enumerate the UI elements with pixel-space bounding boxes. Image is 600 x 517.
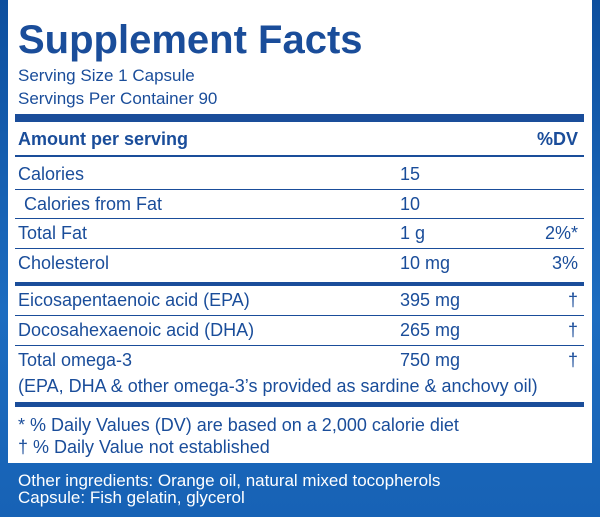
- thick-rule: [15, 282, 584, 286]
- rule: [15, 218, 584, 219]
- daily-value: 3%: [551, 253, 578, 273]
- nutrient-name: Total omega-3: [18, 350, 133, 370]
- serving-size: Serving Size 1 Capsule: [18, 66, 195, 85]
- rule: [15, 248, 584, 249]
- source-note: (EPA, DHA & other omega-3’s provided as …: [18, 376, 538, 396]
- rule: [15, 345, 584, 346]
- rule: [15, 155, 584, 157]
- amount: 395 mg: [400, 290, 461, 310]
- dv-header: %DV: [536, 129, 578, 149]
- daily-value: †: [567, 290, 578, 310]
- nutrient-name: Cholesterol: [18, 253, 110, 273]
- amount: 15: [400, 164, 421, 184]
- amount: 10: [400, 194, 421, 214]
- footnote: * % Daily Values (DV) are based on a 2,0…: [18, 415, 459, 435]
- capsule-ingredients: Capsule: Fish gelatin, glycerol: [18, 488, 245, 507]
- footnote: † % Daily Value not established: [18, 437, 270, 457]
- rule: [15, 189, 584, 190]
- nutrient-name: Eicosapentaenoic acid (EPA): [18, 290, 250, 310]
- amount: 10 mg: [400, 253, 451, 273]
- daily-value: †: [567, 320, 578, 340]
- thick-rule: [15, 402, 584, 407]
- nutrient-name: Docosahexaenoic acid (DHA): [18, 320, 255, 340]
- amount: 750 mg: [400, 350, 461, 370]
- other-ingredients: Other ingredients: Orange oil, natural m…: [18, 471, 441, 490]
- nutrient-name: Total Fat: [18, 223, 88, 243]
- amount: 265 mg: [400, 320, 461, 340]
- rule: [15, 315, 584, 316]
- title: Supplement Facts: [18, 18, 363, 62]
- amount-header: Amount per serving: [18, 129, 189, 149]
- daily-value: 2%*: [544, 223, 578, 243]
- facts-panel: Supplement Facts Serving Size 1 Capsule …: [8, 0, 592, 463]
- thick-rule: [15, 114, 584, 122]
- servings-per-container: Servings Per Container 90: [18, 89, 218, 108]
- daily-value: †: [567, 350, 578, 370]
- amount: 1 g: [400, 223, 426, 243]
- nutrient-name: Calories from Fat: [24, 194, 163, 214]
- nutrient-name: Calories: [18, 164, 85, 184]
